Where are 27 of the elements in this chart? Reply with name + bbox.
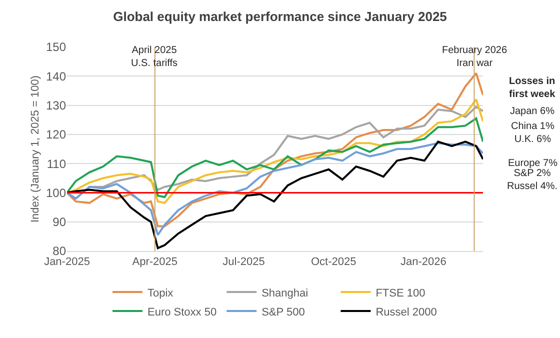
text: Losses in first week xyxy=(509,76,556,100)
y-tick-label: 100 xyxy=(46,186,66,200)
x-tick-label: Jan-2025 xyxy=(44,256,90,268)
legend-label: Topix xyxy=(148,287,174,300)
legend-label: FTSE 100 xyxy=(376,287,426,300)
y-tick-label: 110 xyxy=(46,156,66,171)
text: China 1% U.K. 6% xyxy=(511,121,554,145)
line-series xyxy=(67,72,483,228)
y-tick-label: 150 xyxy=(46,40,66,54)
y-tick-label: 80 xyxy=(52,244,66,258)
text: S&P 2% Russel 4%. xyxy=(507,168,558,192)
y-axis-title: Index (January 1, 2025 = 100) xyxy=(30,75,42,223)
legend-label: S&P 500 xyxy=(262,306,305,318)
legend-label: Shanghai xyxy=(262,287,308,300)
x-tick-label: Jul-2025 xyxy=(222,256,265,268)
x-tick-label: Oct-2025 xyxy=(310,256,356,268)
text: Europe 7% xyxy=(508,158,558,169)
legend-label: Euro Stoxx 50 xyxy=(148,306,217,318)
y-tick-label: 130 xyxy=(46,98,66,112)
text: Japan 6% xyxy=(510,106,555,117)
x-tick-label: Jan-2026 xyxy=(400,256,446,268)
y-tick-label: 120 xyxy=(46,128,66,142)
x-tick-label: Apr-2025 xyxy=(132,256,178,268)
chart-title: Global equity market performance since January 2025 xyxy=(113,8,447,24)
y-tick-label: 90 xyxy=(52,215,66,230)
legend-label: Russel 2000 xyxy=(376,306,437,318)
y-tick-label: 140 xyxy=(46,69,66,84)
